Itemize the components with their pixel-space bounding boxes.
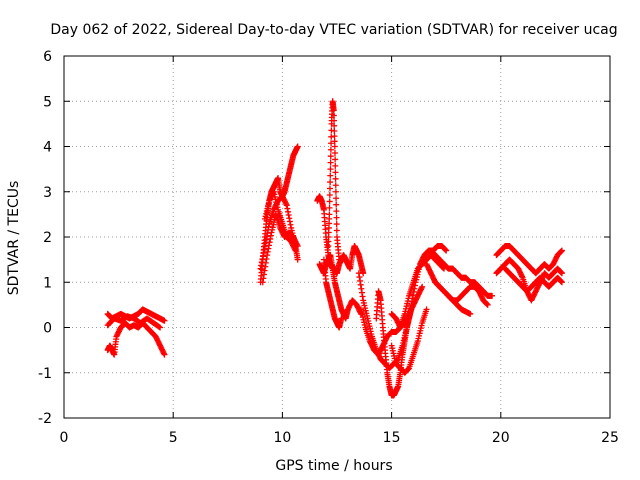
data-point [327, 172, 334, 179]
data-point [333, 214, 340, 221]
y-tick-label: -1 [38, 366, 52, 382]
data-point [333, 227, 340, 234]
series-trace [261, 188, 299, 254]
series-trace [104, 313, 164, 331]
data-point [326, 198, 333, 205]
data-point [294, 256, 301, 263]
data-point [336, 256, 343, 263]
data-point [330, 112, 337, 119]
data-point [558, 279, 565, 286]
data-point [333, 208, 340, 215]
y-axis-label: SDTVAR / TECUs [6, 181, 22, 296]
x-axis-label: GPS time / hours [275, 458, 392, 474]
y-tick-label: -2 [38, 411, 52, 427]
data-point [419, 283, 426, 290]
data-point [558, 270, 565, 277]
series-trace [427, 247, 496, 299]
data-point [443, 247, 450, 254]
x-tick-label: 20 [492, 430, 510, 446]
data-point [333, 195, 340, 202]
data-point [292, 247, 299, 254]
data-point [326, 191, 333, 198]
data-point [331, 127, 338, 134]
series-trace [493, 243, 565, 277]
data-point [333, 201, 340, 208]
data-point [332, 169, 339, 176]
series-trace [104, 319, 168, 358]
data-point [327, 166, 334, 173]
data-point [326, 211, 333, 218]
data-point [331, 133, 338, 140]
data-point [331, 117, 338, 124]
data-point [161, 317, 168, 324]
x-tick-label: 10 [273, 430, 291, 446]
y-tick-label: 4 [43, 140, 52, 156]
data-point [331, 143, 338, 150]
x-tick-label: 0 [60, 430, 69, 446]
data-point [326, 185, 333, 192]
data-point [332, 182, 339, 189]
data-point [327, 146, 334, 153]
data-point [327, 159, 334, 166]
data-point [161, 351, 168, 358]
data-point [332, 175, 339, 182]
data-point [331, 149, 338, 156]
y-tick-label: 5 [43, 94, 52, 110]
data-point [328, 140, 335, 147]
series-trace [388, 283, 426, 331]
series-trace [388, 306, 430, 376]
y-tick-label: 1 [43, 275, 52, 291]
data-point [332, 162, 339, 169]
data-point [294, 143, 301, 150]
data-point [331, 138, 338, 145]
x-tick-label: 25 [601, 430, 619, 446]
data-point [338, 315, 345, 322]
y-tick-label: 0 [43, 321, 52, 337]
data-point [330, 107, 337, 114]
y-tick-label: 2 [43, 230, 52, 246]
series-trace [502, 265, 565, 295]
data-point [157, 324, 164, 331]
series-trace [320, 256, 345, 331]
data-point [333, 221, 340, 228]
y-tick-label: 6 [43, 49, 52, 65]
data-point [423, 306, 430, 313]
data-point [558, 247, 565, 254]
series-layer [104, 98, 565, 399]
data-point [331, 122, 338, 129]
chart-title: Day 062 of 2022, Sidereal Day-to-day VTE… [50, 22, 617, 38]
data-point [484, 301, 491, 308]
data-point [332, 156, 339, 163]
data-point [489, 292, 496, 299]
data-point [332, 188, 339, 195]
x-tick-label: 15 [383, 430, 401, 446]
data-point [326, 204, 333, 211]
series-trace [432, 279, 474, 317]
y-tick-label: 3 [43, 185, 52, 201]
data-point [327, 153, 334, 160]
data-point [467, 310, 474, 317]
x-tick-label: 5 [169, 430, 178, 446]
axis-ticks: 0 5 10 15 20 25 -2 -1 0 1 2 3 4 5 6 [38, 49, 619, 446]
data-point [327, 179, 334, 186]
series-trace [325, 98, 343, 263]
